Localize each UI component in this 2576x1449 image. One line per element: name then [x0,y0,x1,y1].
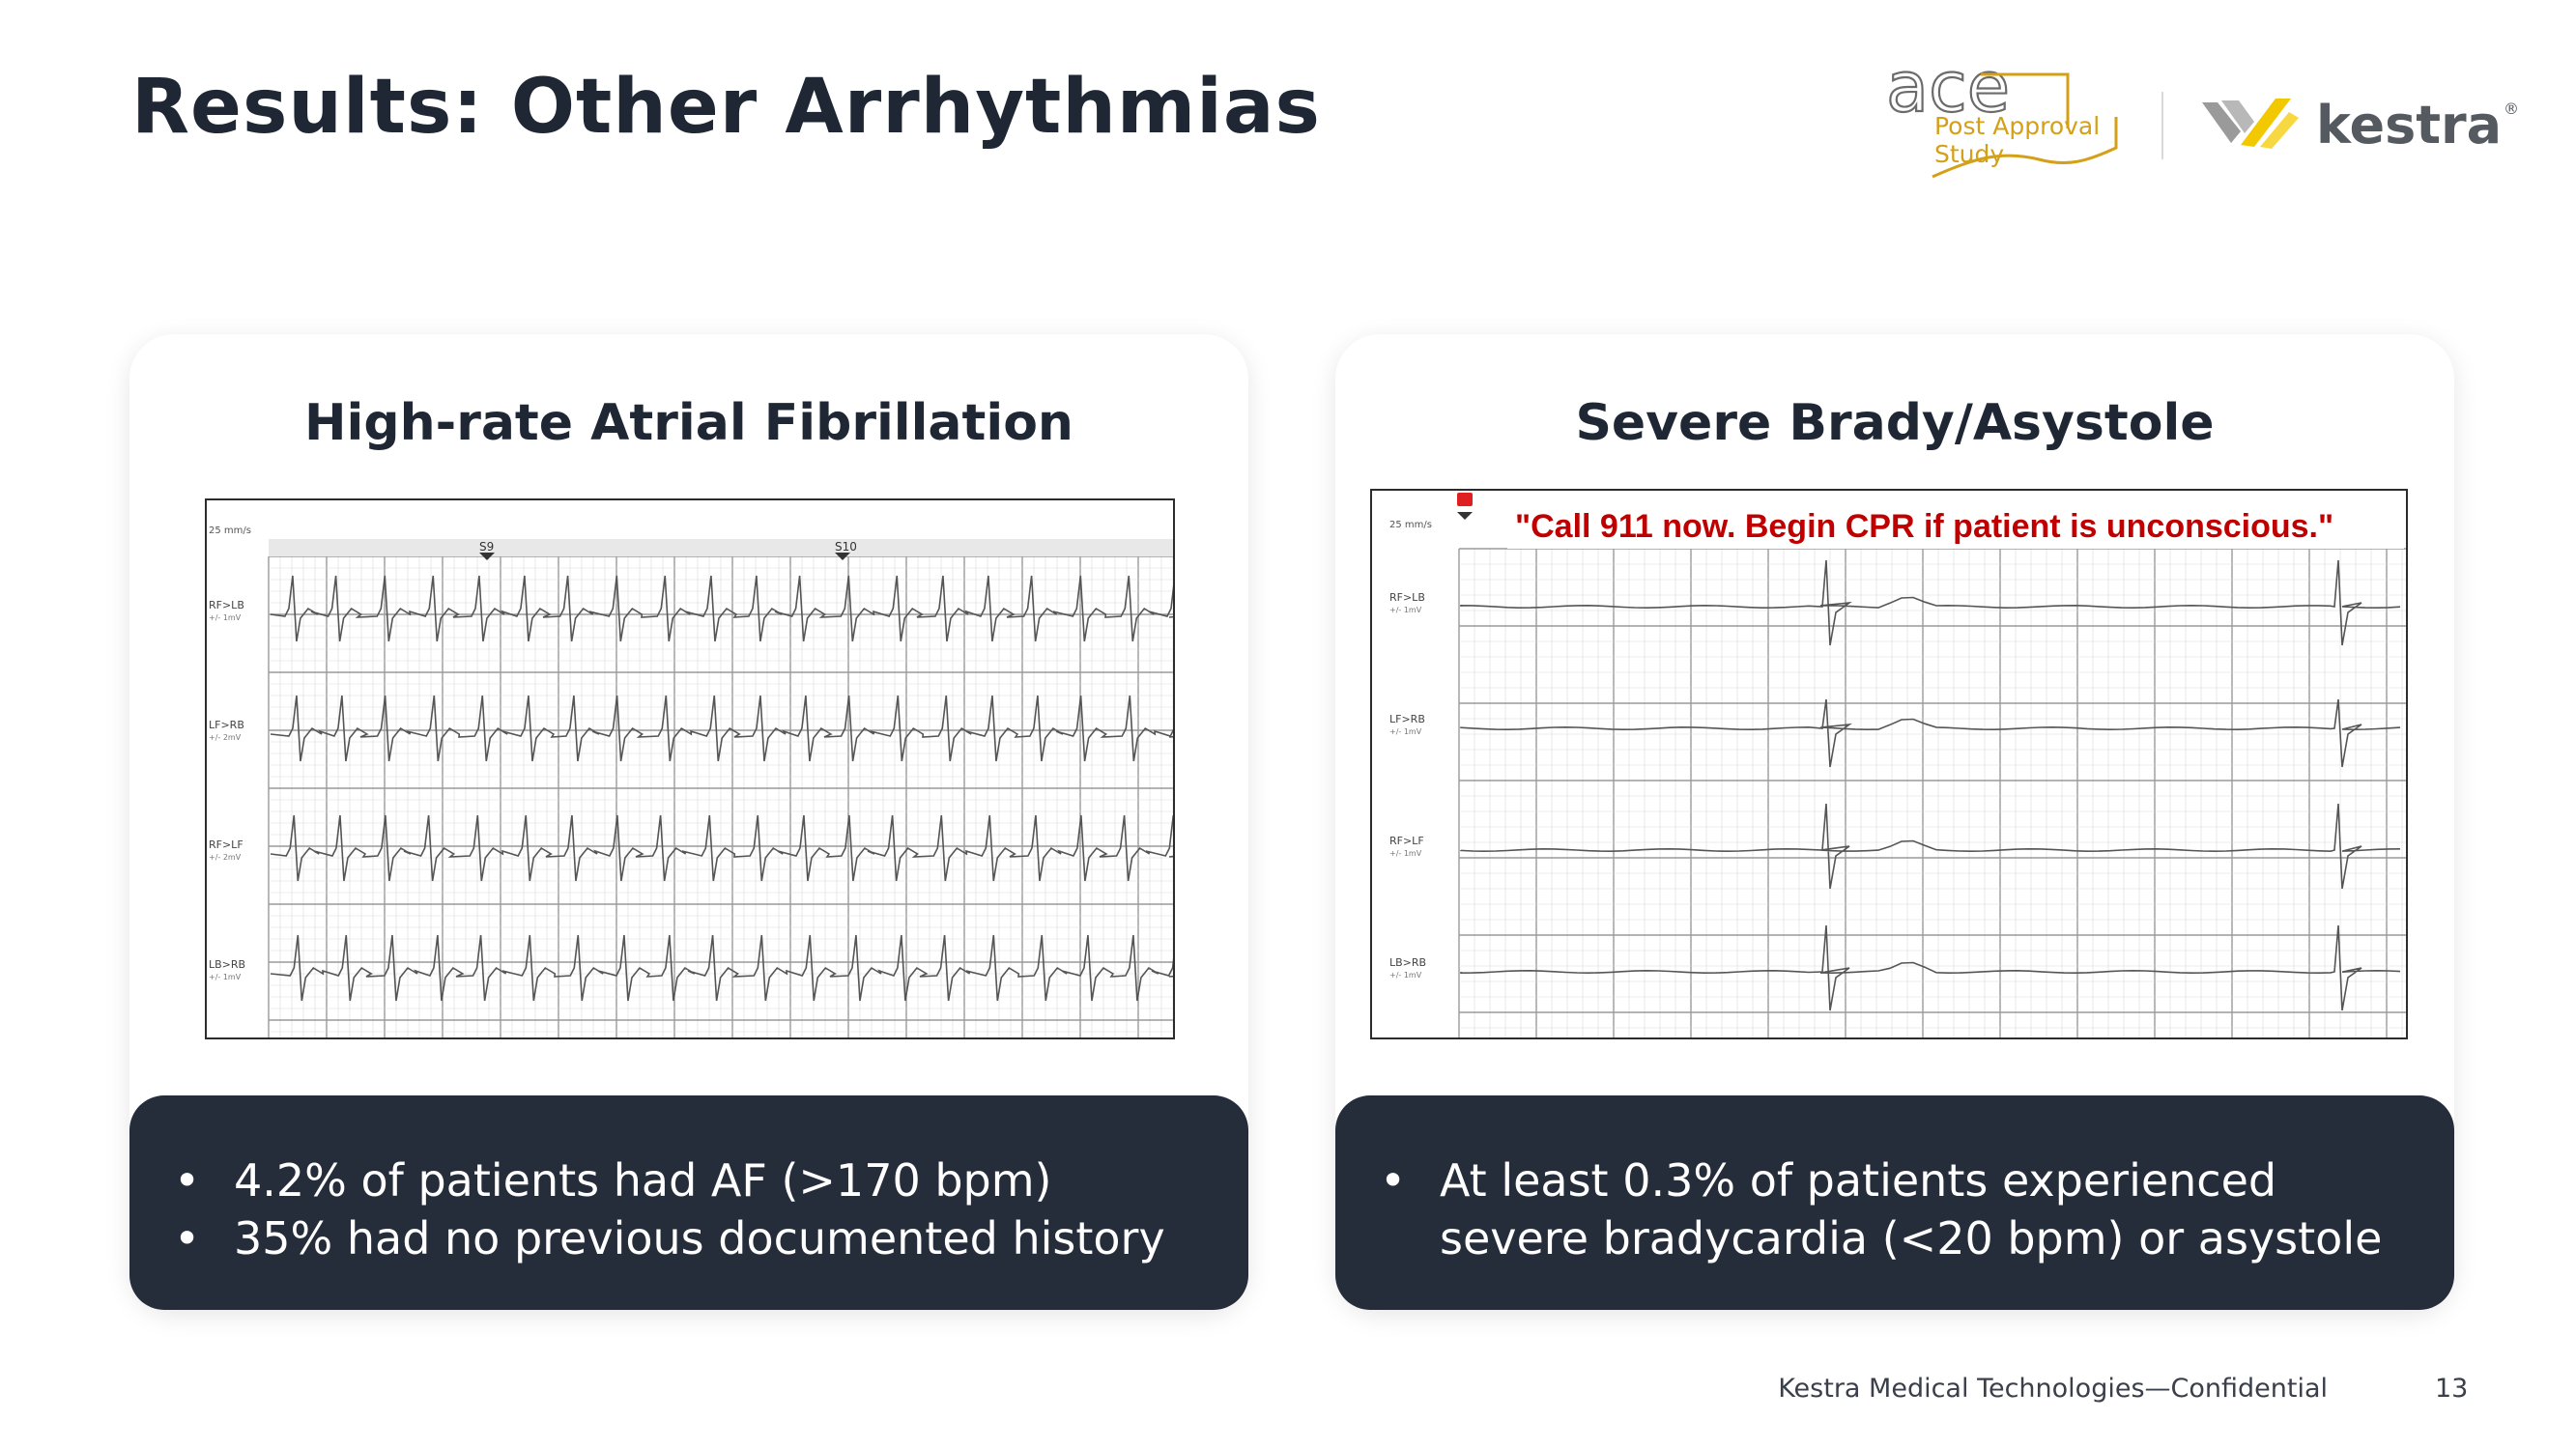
ace-line1: Post Approval [1934,112,2100,140]
ecg-lead-label: LF>RB [1389,713,1425,725]
bullet-text: 4.2% of patients had AF (>170 bpm) [234,1154,1052,1207]
kestra-mark-gray-icon [2202,102,2241,143]
footer-confidential: Kestra Medical Technologies—Confidential [1778,1374,2328,1404]
kestra-logo: kestra ® [2202,95,2519,156]
ace-wordmark: ace [1886,53,2010,128]
ecg-lead-label: LB>RB [209,958,245,971]
slide-title: Results: Other Arrhythmias [131,64,1321,151]
card-high-rate-af: High-rate Atrial Fibrillation 25 mm/s S9… [129,334,1248,1310]
ecg-lead-gain: +/- 2mV [209,853,242,862]
kestra-wordmark: kestra [2316,95,2502,156]
ecg-lead-label: LF>RB [209,719,244,731]
ecg-trace [1460,803,2401,890]
ecg-speed-label: 25 mm/s [1389,520,1432,530]
ecg-marker-s9: S9 [479,540,494,554]
bullet-item: • At least 0.3% of patients experienced s… [1380,1151,2416,1267]
bullet-item: • 35% had no previous documented history [174,1209,1210,1267]
bullet-text: At least 0.3% of patients experienced se… [1440,1154,2383,1264]
kestra-mark-yellow-icon [2241,99,2291,147]
ecg-strip-brady: 25 mm/s "Call 911 now. Begin CPR if pati… [1370,489,2408,1039]
card-heading: Severe Brady/Asystole [1575,394,2215,452]
ecg-trace [270,695,1173,762]
card-severe-brady: Severe Brady/Asystole 25 mm/s "Call 911 … [1335,334,2454,1310]
ace-line2: Study [1934,140,2004,168]
ecg-lead-gain: +/- 1mV [209,613,242,622]
ecg-trace [270,934,1173,1002]
ecg-grid [1458,548,2406,1037]
ecg-lead-gain: +/- 1mV [1389,971,1422,980]
ecg-lead-label: RF>LF [1389,835,1424,847]
ecg-lead-gain: +/- 2mV [209,733,242,742]
ecg-speed-label: 25 mm/s [209,526,251,536]
ecg-trace [1460,559,2401,646]
alert-icon [1457,493,1473,506]
ecg-lead-gain: +/- 1mV [1389,606,1422,614]
ecg-trace [1460,924,2401,1011]
ecg-lead-gain: +/- 1mV [209,973,242,981]
card-heading: High-rate Atrial Fibrillation [304,394,1073,452]
bullet-item: • 4.2% of patients had AF (>170 bpm) [174,1151,1210,1209]
ecg-trace [270,575,1173,642]
ecg-strip-af: 25 mm/s S9 S10 RF>LB +/- 1mV LF>RB +/- 2… [205,498,1175,1039]
summary-box: • At least 0.3% of patients experienced s… [1335,1095,2454,1310]
ace-post-approval-study-logo: ace Post Approval Study [1885,53,2118,179]
ecg-lead-label: RF>LB [209,599,244,611]
registered-mark: ® [2504,99,2519,118]
ecg-lead-gain: +/- 1mV [1389,727,1422,736]
ecg-marker-s10: S10 [835,540,857,554]
ecg-af-graphic: 25 mm/s S9 S10 RF>LB +/- 1mV LF>RB +/- 2… [209,526,1173,1037]
page-number: 13 [2435,1374,2469,1404]
ecg-lead-label: RF>LF [209,838,243,851]
logo-divider [2161,92,2163,159]
ecg-lead-label: RF>LB [1389,591,1425,604]
ecg-trace [1460,698,2401,768]
ecg-lead-label: LB>RB [1389,956,1426,969]
marker-triangle [835,553,850,560]
ecg-brady-graphic: 25 mm/s "Call 911 now. Begin CPR if pati… [1389,493,2406,1037]
alert-text: "Call 911 now. Begin CPR if patient is u… [1515,508,2333,545]
summary-box: • 4.2% of patients had AF (>170 bpm) • 35%… [129,1095,1248,1310]
bullet-text: 35% had no previous documented history [234,1212,1165,1264]
ecg-trace [270,814,1173,882]
ecg-lead-gain: +/- 1mV [1389,849,1422,858]
marker-triangle [479,553,495,560]
